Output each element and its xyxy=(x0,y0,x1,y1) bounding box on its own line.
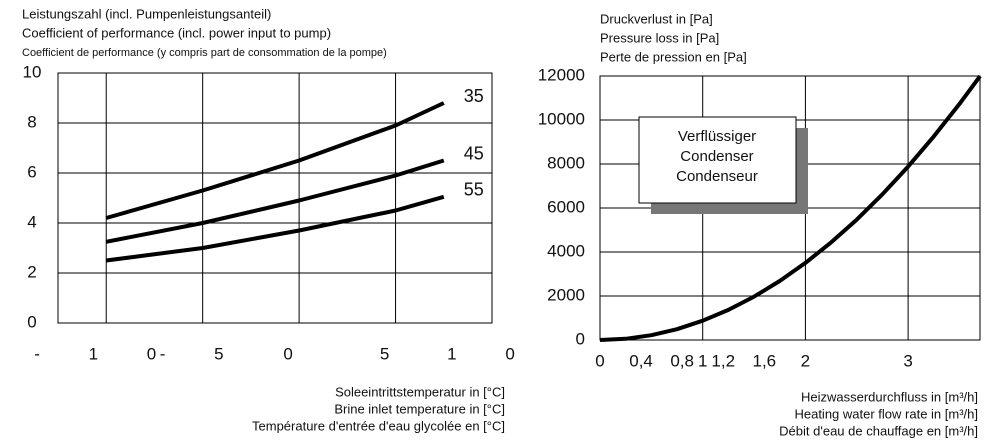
annotation-box xyxy=(638,116,797,204)
annotation-text: Condenser xyxy=(680,148,753,165)
y-tick-label: 10 xyxy=(23,62,42,81)
x-tick-label: 1 xyxy=(698,351,707,370)
y-tick-label: 8 xyxy=(27,112,36,131)
x-tick-label: 2 xyxy=(801,351,810,370)
x-axis-label: Débit d'eau de chauffage en [m³/h] xyxy=(779,423,978,438)
y-tick-label: 4000 xyxy=(547,241,585,260)
series-line xyxy=(105,101,445,220)
x-tick-label: 1 0 xyxy=(447,344,537,363)
x-tick-label: 1,2 xyxy=(711,351,735,370)
x-tick-label: 0 xyxy=(283,344,314,363)
series-label: 45 xyxy=(464,143,484,163)
x-axis-label: Soleeintrittstemperatur in [°C] xyxy=(335,384,505,399)
series-line xyxy=(105,194,445,263)
chart-title: Druckverlust in [Pa] xyxy=(600,11,713,26)
y-tick-label: 0 xyxy=(576,329,585,348)
x-tick-label: 5 xyxy=(380,344,411,363)
y-tick-label: 6 xyxy=(27,162,36,181)
y-tick-label: 4 xyxy=(27,212,36,231)
x-tick-label: 3 xyxy=(903,351,912,370)
series-line xyxy=(105,158,445,244)
x-axis-label: Température d'entrée d'eau glycolée en [… xyxy=(252,418,505,433)
x-tick-label: 0,8 xyxy=(670,351,694,370)
series-label: 35 xyxy=(464,86,484,106)
series-label: 55 xyxy=(464,180,484,200)
y-tick-label: 2 xyxy=(27,262,36,281)
chart-title: Coefficient of performance (incl. power … xyxy=(22,25,331,40)
x-tick-label: - 5 xyxy=(160,344,246,363)
x-tick-label: 1,6 xyxy=(753,351,777,370)
chart-title: Pressure loss in [Pa] xyxy=(600,30,719,45)
chart-title: Coefficient de performance (y compris pa… xyxy=(22,47,387,59)
x-axis-label: Heizwasserdurchfluss in [m³/h] xyxy=(801,389,978,404)
y-tick-label: 10000 xyxy=(538,109,585,128)
x-tick-label: 0,4 xyxy=(629,351,653,370)
y-tick-label: 8000 xyxy=(547,153,585,172)
y-tick-label: 12000 xyxy=(538,65,585,84)
y-tick-label: 6000 xyxy=(547,197,585,216)
x-tick-label: 0 xyxy=(595,351,604,370)
x-axis-label: Brine inlet temperature in [°C] xyxy=(334,401,505,416)
annotation-text: Verflüssiger xyxy=(678,128,756,145)
y-tick-label: 0 xyxy=(27,312,36,331)
x-tick-label: - 1 0 xyxy=(34,344,178,363)
chart-title: Perte de pression en [Pa] xyxy=(600,49,747,64)
x-axis-label: Heating water flow rate in [m³/h] xyxy=(794,406,978,421)
y-tick-label: 2000 xyxy=(547,285,585,304)
annotation-text: Condenseur xyxy=(676,168,758,185)
chart-title: Leistungszahl (incl. Pumpenleistungsante… xyxy=(22,6,271,21)
series-line xyxy=(599,75,982,342)
